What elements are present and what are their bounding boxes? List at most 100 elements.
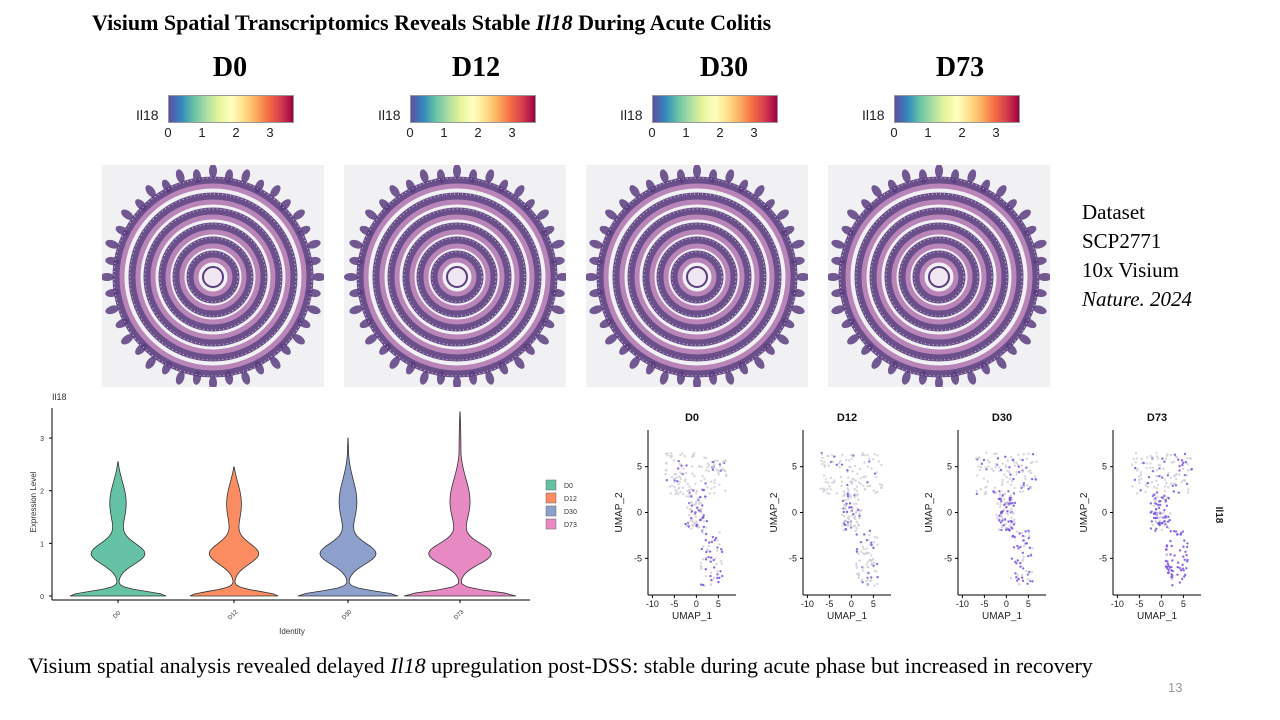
colorbar-d12: Il18 0 1 2 3 [378,95,536,149]
umap-point [700,565,703,569]
umap-point [680,464,683,467]
umap-point [1011,458,1015,462]
umap-point [1150,480,1154,484]
umap-point [1159,512,1162,515]
visium-spot-ring [671,251,723,303]
umap-point [873,536,877,539]
umap-point [690,527,693,530]
umap-point [863,461,866,464]
umap-point [1178,469,1181,472]
umap-point [1015,473,1019,476]
tissue-villus [901,371,911,385]
umap-point [844,498,847,502]
umap-y-tick-label: 5 [1102,462,1107,472]
day-heading-d12: D12 [451,52,501,83]
tissue-villus [629,185,640,198]
umap-point [869,484,872,488]
umap-x-tick-label: 5 [1026,599,1031,609]
umap-point [1027,536,1031,540]
umap-point [1185,554,1188,557]
umap-point [684,471,688,475]
violin-d73 [403,411,517,597]
umap-point [1006,480,1009,484]
umap-point [824,480,827,484]
umap-point [679,477,682,481]
umap-point [709,574,712,578]
umap-point [681,452,684,455]
umap-point [1009,483,1013,486]
umap-point [1013,536,1016,539]
umap-point [1012,492,1016,495]
umap-point [821,462,824,466]
umap-point [1024,530,1027,533]
tissue-villus [693,165,701,178]
tissue-villus [871,185,882,198]
umap-point [1009,456,1013,459]
umap-point [835,463,838,467]
legend-swatch [545,505,557,517]
umap-x-label: UMAP_1 [1137,611,1177,622]
umap-point [1145,466,1148,470]
tissue-muscle-ring [603,183,791,371]
tissue-villus [270,356,281,369]
colorbar-tick: 1 [924,125,932,140]
umap-point [846,483,849,487]
umap-point [1022,482,1026,485]
umap-point [704,497,707,500]
umap-point [983,492,987,496]
umap-point [838,461,841,465]
tissue-villus [629,356,640,369]
umap-point [1152,485,1156,489]
umap-point [692,489,695,492]
umap-point [1011,527,1014,530]
umap-point [1024,477,1027,481]
umap-point [697,465,701,468]
umap-point [1169,553,1172,556]
umap-point [988,461,991,464]
umap-point [716,570,719,573]
umap-point [703,477,706,481]
umap-point [1134,451,1138,455]
umap-point [823,489,827,492]
umap-point [1152,498,1156,502]
visium-spot-ring [613,193,781,361]
umap-point [678,480,681,484]
colorbar-tick: 0 [164,125,172,140]
umap-point [840,463,844,466]
umap-point [673,473,676,476]
tissue-villus [586,273,598,281]
colorbar-tick: 0 [406,125,414,140]
colorbar-tick: 3 [992,125,1000,140]
umap-point [1171,574,1174,577]
tissue-villus [389,356,400,369]
umap-point [1158,474,1161,478]
umap-point [1167,471,1170,475]
tissue-villus [365,209,378,220]
umap-point [1031,580,1034,583]
tissue-villus [796,273,808,281]
umap-point [701,488,704,492]
umap-point [870,554,873,557]
umap-point [827,481,830,484]
umap-point [1175,533,1179,536]
umap-point [715,468,718,471]
umap-point [1034,478,1037,481]
umap-point [859,482,863,486]
umap-point [695,489,699,493]
y-tick-label: 0 [40,594,44,601]
umap-point [707,555,710,559]
visium-spot-ring [417,237,497,317]
umap-point [1186,558,1189,562]
umap-point [1172,529,1176,533]
umap-point [1178,566,1181,570]
umap-point [975,489,979,493]
umap-point [1163,489,1167,493]
umap-point [1177,491,1180,494]
umap-point [1138,481,1141,485]
umap-point [716,459,719,463]
tissue-villus [1033,305,1047,315]
umap-point [689,519,692,522]
tissue-muscle-ring [845,183,1033,371]
umap-point [1162,467,1165,471]
umap-point [1169,512,1172,515]
